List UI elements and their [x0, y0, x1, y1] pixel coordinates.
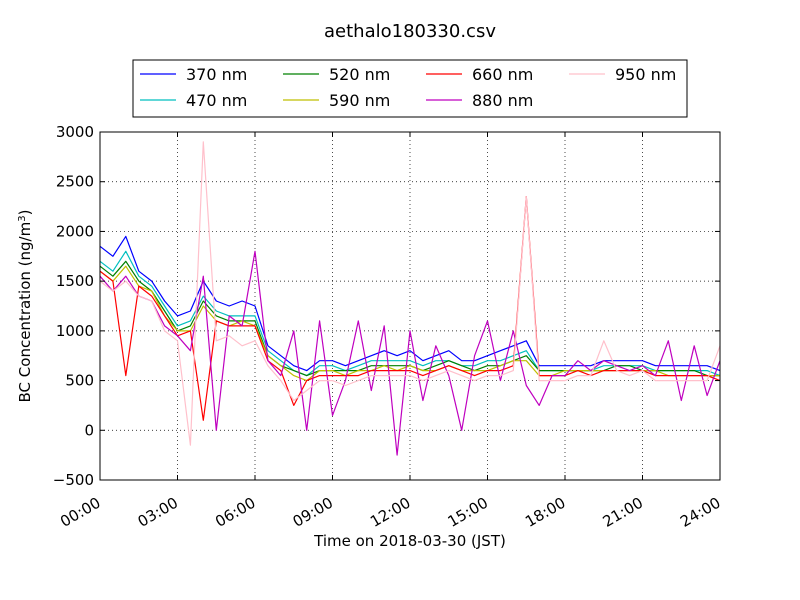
legend: 370 nm 470 nm 520 nm 590 nm 660 nm 880 nm 950 … [132, 59, 688, 118]
y-axis-label: BC Concentration (ng/m3) [16, 210, 34, 403]
y-tick-label: 0 [84, 421, 94, 439]
y-tick-label: 1500 [56, 272, 94, 290]
legend-label: 470 nm [186, 91, 247, 110]
y-tick-label: 2500 [56, 173, 94, 191]
y-tick-label: 2000 [56, 222, 94, 240]
plot-lines [99, 141, 721, 456]
y-tick-label: −500 [53, 471, 94, 489]
grid [100, 132, 720, 480]
y-tick-label: 1000 [56, 322, 94, 340]
legend-label: 660 nm [472, 65, 533, 84]
legend-label: 590 nm [329, 91, 390, 110]
legend-label: 520 nm [329, 65, 390, 84]
y-tick-label: 3000 [56, 123, 94, 141]
y-axis-label-end: ) [16, 210, 34, 216]
series-line-950-nm [99, 141, 721, 446]
y-axis: −500 0 500 1000 1500 2000 2500 3000 [53, 123, 720, 489]
x-axis-label: Time on 2018-03-30 (JST) [313, 532, 506, 550]
y-axis-label-main: BC Concentration (ng/m [16, 222, 34, 403]
legend-label: 370 nm [186, 65, 247, 84]
series-line-880-nm [99, 250, 721, 456]
y-axis-label-sup: 3 [17, 215, 28, 221]
legend-label: 950 nm [615, 65, 676, 84]
legend-label: 880 nm [472, 91, 533, 110]
chart-title: aethalo180330.csv [324, 21, 496, 42]
y-tick-label: 500 [65, 372, 94, 390]
legend-box [132, 59, 688, 118]
